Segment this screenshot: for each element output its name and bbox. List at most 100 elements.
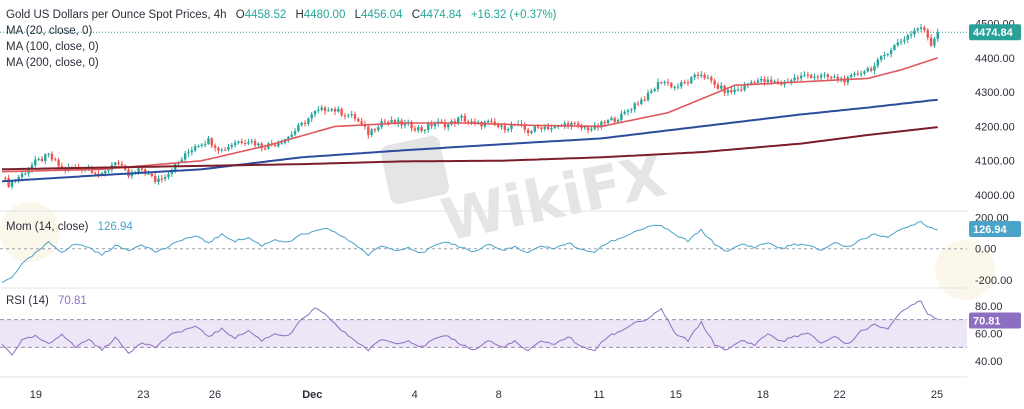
candle <box>743 82 746 92</box>
candle-body <box>683 82 686 84</box>
candle-body <box>856 73 860 75</box>
candle <box>686 79 690 86</box>
candle <box>430 120 433 129</box>
candle-body <box>403 122 407 126</box>
price-badge-box <box>969 24 1021 41</box>
candle-body <box>506 129 510 131</box>
candle <box>257 142 260 148</box>
mom-legend[interactable]: Mom (14, close) 126.94 <box>6 221 133 233</box>
candle <box>250 138 253 145</box>
candle-body <box>233 142 237 146</box>
candle-body <box>297 125 300 132</box>
candle <box>540 126 543 133</box>
candle-body <box>660 82 663 84</box>
candle <box>54 157 57 162</box>
candle <box>373 128 377 133</box>
x-tick-label: 25 <box>931 389 943 401</box>
candle-body <box>390 120 393 123</box>
candle-body <box>793 77 796 81</box>
candle-body <box>636 103 640 105</box>
candle-body <box>227 146 230 150</box>
candle-body <box>573 122 576 124</box>
candle-body <box>896 42 899 46</box>
candle-body <box>543 126 546 130</box>
candle <box>197 144 200 148</box>
mom-legend-label: Mom (14, close) <box>6 221 89 233</box>
candle-body <box>50 153 54 160</box>
price-badge-text: 4474.84 <box>973 27 1014 39</box>
candle-body <box>813 76 816 78</box>
candle-body <box>733 89 736 93</box>
candle-body <box>257 143 260 146</box>
ma200-legend[interactable]: MA (200, close, 0) <box>6 57 99 69</box>
candle <box>863 70 866 76</box>
rsi-line <box>1 300 938 356</box>
x-tick-label: 18 <box>757 389 769 401</box>
candle <box>523 122 527 134</box>
close-value: 4474.84 <box>420 9 462 21</box>
ma100-legend[interactable]: MA (100, close, 0) <box>6 41 99 53</box>
candle <box>879 55 883 63</box>
candle <box>114 161 117 167</box>
candle-body <box>773 81 776 83</box>
candle <box>736 86 740 92</box>
candle <box>410 120 413 132</box>
candle-body <box>476 122 480 124</box>
candle-body <box>473 121 477 124</box>
candle-body <box>736 89 740 91</box>
candle <box>710 75 713 84</box>
candle-body <box>180 159 184 163</box>
candle-body <box>140 168 144 170</box>
candle-body <box>203 144 207 146</box>
candle <box>150 172 154 178</box>
candle-body <box>540 127 543 130</box>
candle <box>34 155 37 168</box>
candle-body <box>94 172 97 174</box>
candle <box>653 87 656 93</box>
candle-body <box>317 109 320 111</box>
candle <box>816 74 820 81</box>
symbol-title: Gold US Dollars per Ounce Spot Prices, 4… <box>6 9 227 21</box>
candle-body <box>183 153 187 160</box>
candle <box>620 110 623 124</box>
candle <box>357 117 360 123</box>
candle <box>247 138 250 146</box>
candle-body <box>583 127 586 129</box>
rsi-badge-text: 70.81 <box>973 316 1001 328</box>
y-tick-label: 0.00 <box>975 244 996 256</box>
candle-body <box>7 178 10 187</box>
candle <box>836 74 840 83</box>
candle-body <box>463 115 467 122</box>
candle <box>809 73 813 79</box>
candle-body <box>933 38 936 46</box>
candle-body <box>496 124 500 127</box>
candle-body <box>550 128 553 130</box>
candle-body <box>293 131 297 135</box>
candle-body <box>117 162 120 165</box>
candle-body <box>393 120 397 124</box>
candle <box>347 113 350 119</box>
candle <box>17 174 20 184</box>
candle-body <box>633 103 636 110</box>
candle <box>253 138 257 148</box>
candle-body <box>586 127 590 131</box>
candle-body <box>490 120 493 122</box>
rsi-legend[interactable]: RSI (14) 70.81 <box>6 295 87 307</box>
candle <box>630 107 633 114</box>
badges: 4474.84 126.94 70.81 <box>969 24 1021 329</box>
candle-body <box>523 125 527 130</box>
candle <box>633 101 636 113</box>
candle <box>227 143 230 152</box>
ma20-legend[interactable]: MA (20, close, 0) <box>6 25 92 37</box>
candle <box>10 180 14 190</box>
candle <box>170 168 174 177</box>
candle <box>696 71 700 80</box>
candle-body <box>263 148 267 150</box>
candle-body <box>387 121 390 123</box>
candle <box>760 76 763 84</box>
candle-body <box>370 129 373 136</box>
candle <box>730 86 733 95</box>
candle <box>906 33 909 43</box>
candle-body <box>190 150 194 153</box>
